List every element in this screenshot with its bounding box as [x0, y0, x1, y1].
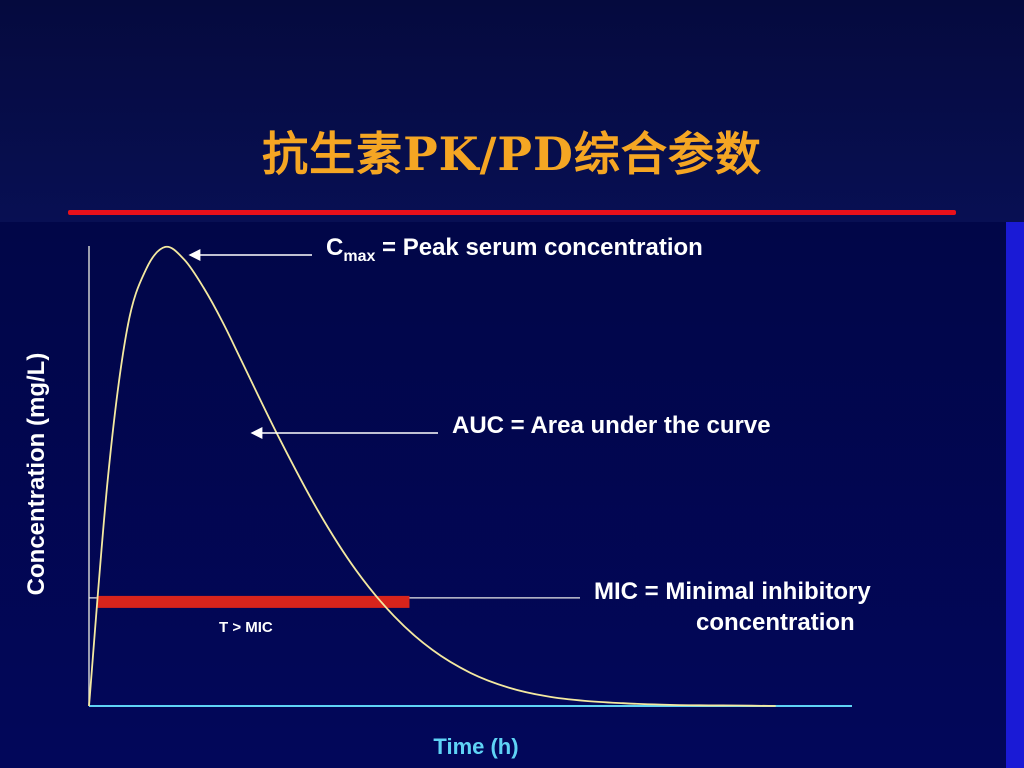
title-divider — [68, 210, 956, 215]
mic-annotation-line1: MIC = Minimal inhibitory — [594, 578, 871, 605]
auc-annotation: AUC = Area under the curve — [452, 412, 771, 439]
t-above-mic-label: T > MIC — [219, 619, 273, 636]
slide-title: 抗生素PK/PD综合参数 — [262, 127, 762, 181]
y-axis-label: Concentration (mg/L) — [23, 353, 50, 596]
cmax-c: C — [326, 234, 343, 261]
chart-panel — [0, 222, 1006, 768]
concentration-curve — [88, 245, 776, 707]
cmax-definition: = Peak serum concentration — [375, 234, 702, 261]
t-above-mic-bar — [96, 595, 410, 608]
cmax-subscript: max — [343, 248, 375, 265]
cmax-annotation: Cmax = Peak serum concentration — [326, 234, 703, 265]
x-axis-label: Time (h) — [433, 734, 518, 759]
mic-annotation-line2: concentration — [696, 609, 855, 636]
right-edge-bar — [1006, 222, 1024, 768]
